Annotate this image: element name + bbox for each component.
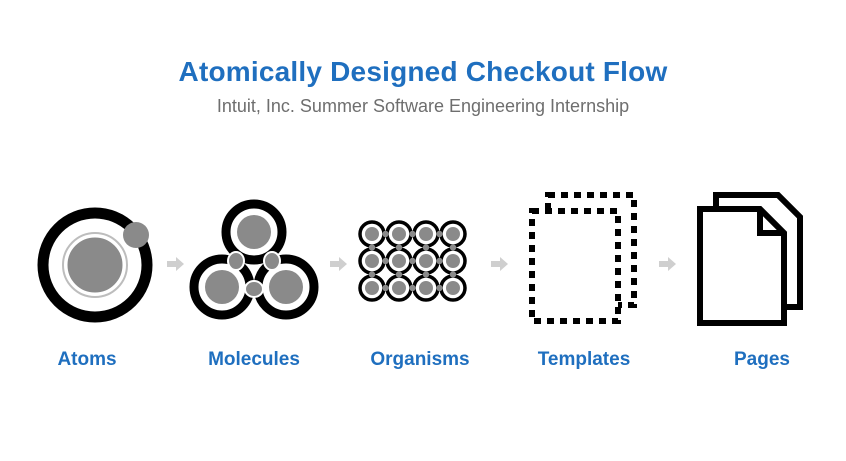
organism-cell-core [365, 227, 379, 241]
arrow-right-icon [659, 257, 676, 271]
stage-label-organisms: Organisms [370, 349, 470, 370]
organism-connector [368, 244, 376, 251]
organism-cell-core [419, 227, 433, 241]
organism-connector [449, 244, 457, 251]
organism-icon [358, 220, 467, 302]
organism-connector [395, 271, 403, 278]
organism-cell-core [392, 281, 406, 295]
organism-connector [382, 284, 389, 292]
organism-cell-core [419, 254, 433, 268]
organism-connector [436, 284, 443, 292]
organism-connector [368, 271, 376, 278]
organism-connector [409, 257, 416, 265]
organism-cell-core [446, 281, 460, 295]
page-subtitle: Intuit, Inc. Summer Software Engineering… [216, 96, 630, 116]
stage-label-atoms: Atoms [57, 349, 117, 370]
arrow-right-icon [330, 257, 347, 271]
organism-cell-core [392, 227, 406, 241]
stage-label-templates: Templates [537, 349, 631, 370]
organism-cell-core [446, 254, 460, 268]
organism-connector [436, 257, 443, 265]
organism-connector [436, 230, 443, 238]
organism-connector [449, 271, 457, 278]
organism-cell-core [365, 254, 379, 268]
organism-cell-core [419, 281, 433, 295]
pages-icon [697, 192, 803, 326]
organism-connector [409, 284, 416, 292]
stage-label-pages: Pages [734, 349, 790, 370]
organism-connector [422, 244, 430, 251]
organism-connector [422, 271, 430, 278]
atom-icon [37, 207, 153, 323]
molecule-icon [189, 199, 319, 320]
organism-cell-core [392, 254, 406, 268]
organism-connector [382, 230, 389, 238]
arrow-right-icon [491, 257, 508, 271]
organism-connector [382, 257, 389, 265]
organism-connector [409, 230, 416, 238]
organism-cell-core [446, 227, 460, 241]
organism-cell-core [365, 281, 379, 295]
arrow-right-icon [167, 257, 184, 271]
template-icon [529, 192, 637, 324]
page-title: Atomically Designed Checkout Flow [178, 56, 668, 87]
stage-label-molecules: Molecules [208, 349, 300, 370]
organism-connector [395, 244, 403, 251]
